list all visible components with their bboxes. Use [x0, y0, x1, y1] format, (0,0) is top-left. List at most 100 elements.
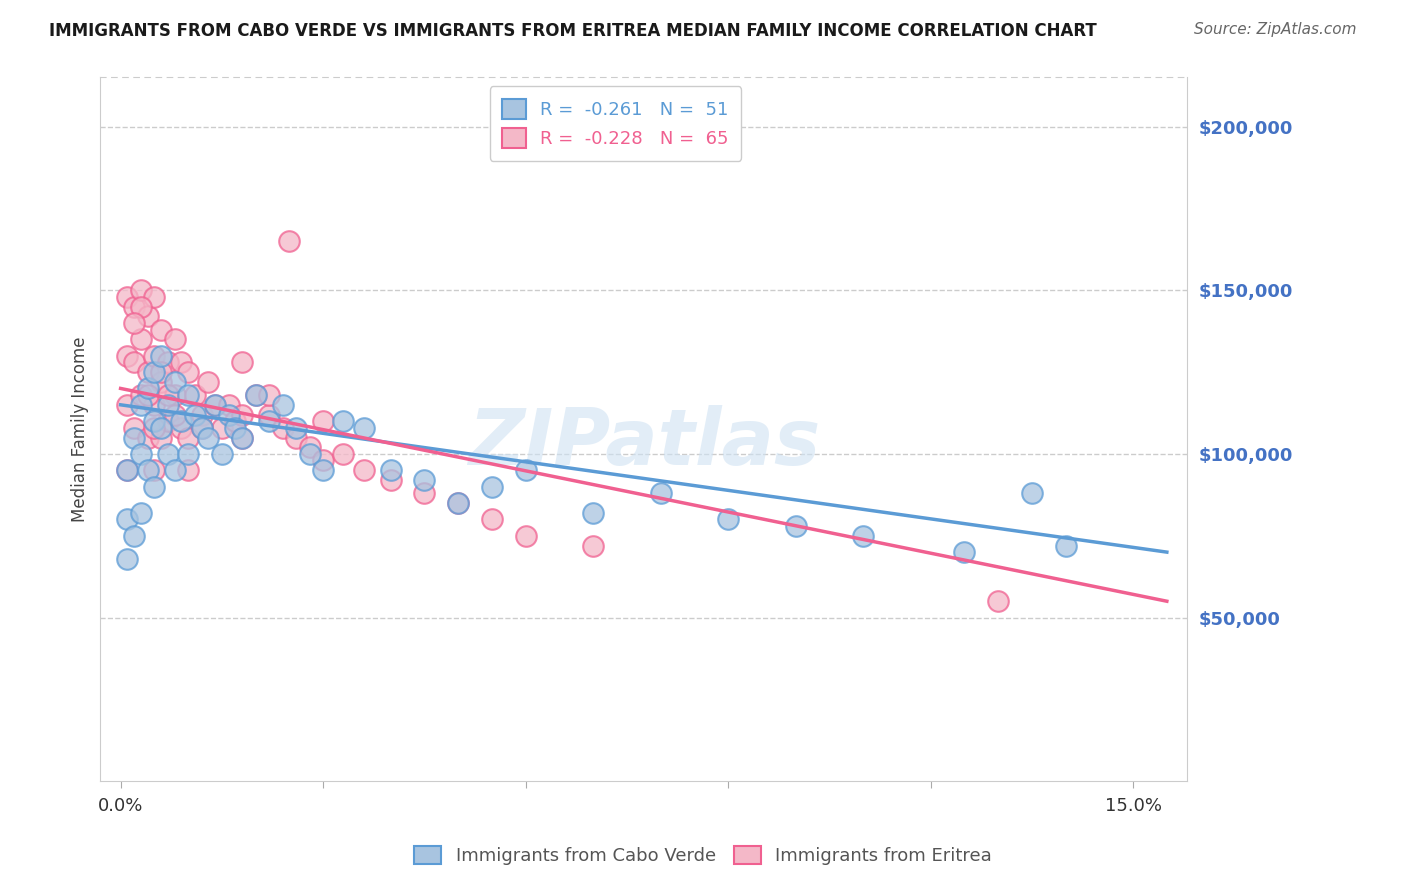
- Point: [413, 473, 436, 487]
- Point: [257, 414, 280, 428]
- Point: [150, 322, 173, 336]
- Point: [177, 431, 200, 445]
- Point: [231, 431, 253, 445]
- Point: [177, 365, 200, 379]
- Point: [717, 512, 740, 526]
- Point: [163, 332, 186, 346]
- Point: [285, 431, 308, 445]
- Point: [122, 431, 145, 445]
- Point: [987, 594, 1010, 608]
- Point: [184, 408, 207, 422]
- Point: [136, 365, 159, 379]
- Point: [129, 506, 152, 520]
- Point: [218, 398, 240, 412]
- Legend: Immigrants from Cabo Verde, Immigrants from Eritrea: Immigrants from Cabo Verde, Immigrants f…: [406, 838, 1000, 872]
- Point: [190, 421, 212, 435]
- Point: [129, 447, 152, 461]
- Point: [204, 398, 226, 412]
- Point: [129, 388, 152, 402]
- Point: [481, 480, 503, 494]
- Point: [785, 519, 807, 533]
- Point: [122, 300, 145, 314]
- Point: [413, 486, 436, 500]
- Point: [257, 408, 280, 422]
- Point: [278, 234, 301, 248]
- Legend: R =  -0.261   N =  51, R =  -0.228   N =  65: R = -0.261 N = 51, R = -0.228 N = 65: [489, 87, 741, 161]
- Point: [245, 388, 267, 402]
- Point: [177, 447, 200, 461]
- Point: [143, 414, 166, 428]
- Point: [156, 388, 179, 402]
- Point: [1021, 486, 1043, 500]
- Point: [197, 375, 219, 389]
- Point: [122, 316, 145, 330]
- Point: [143, 480, 166, 494]
- Point: [271, 398, 294, 412]
- Point: [650, 486, 672, 500]
- Point: [150, 431, 173, 445]
- Point: [156, 447, 179, 461]
- Point: [312, 453, 335, 467]
- Point: [481, 512, 503, 526]
- Point: [177, 463, 200, 477]
- Point: [150, 365, 173, 379]
- Point: [170, 414, 193, 428]
- Point: [197, 431, 219, 445]
- Text: IMMIGRANTS FROM CABO VERDE VS IMMIGRANTS FROM ERITREA MEDIAN FAMILY INCOME CORRE: IMMIGRANTS FROM CABO VERDE VS IMMIGRANTS…: [49, 22, 1097, 40]
- Point: [143, 421, 166, 435]
- Point: [156, 355, 179, 369]
- Point: [582, 506, 605, 520]
- Point: [231, 408, 253, 422]
- Text: ZIPatlas: ZIPatlas: [468, 406, 820, 482]
- Point: [271, 421, 294, 435]
- Point: [129, 398, 152, 412]
- Point: [380, 473, 402, 487]
- Point: [117, 463, 139, 477]
- Point: [150, 375, 173, 389]
- Point: [447, 496, 470, 510]
- Point: [170, 355, 193, 369]
- Point: [122, 355, 145, 369]
- Point: [143, 463, 166, 477]
- Point: [136, 463, 159, 477]
- Point: [129, 300, 152, 314]
- Point: [285, 421, 308, 435]
- Point: [447, 496, 470, 510]
- Point: [136, 388, 159, 402]
- Point: [204, 398, 226, 412]
- Point: [184, 388, 207, 402]
- Point: [177, 388, 200, 402]
- Y-axis label: Median Family Income: Median Family Income: [72, 336, 89, 522]
- Point: [150, 421, 173, 435]
- Point: [211, 421, 233, 435]
- Point: [129, 332, 152, 346]
- Point: [136, 381, 159, 395]
- Point: [953, 545, 976, 559]
- Point: [143, 290, 166, 304]
- Point: [211, 447, 233, 461]
- Point: [298, 441, 321, 455]
- Point: [150, 349, 173, 363]
- Point: [163, 375, 186, 389]
- Point: [156, 414, 179, 428]
- Point: [245, 388, 267, 402]
- Point: [190, 421, 212, 435]
- Point: [224, 421, 246, 435]
- Point: [117, 512, 139, 526]
- Point: [117, 463, 139, 477]
- Point: [231, 431, 253, 445]
- Point: [218, 408, 240, 422]
- Point: [257, 388, 280, 402]
- Point: [353, 421, 375, 435]
- Point: [117, 290, 139, 304]
- Point: [122, 421, 145, 435]
- Point: [122, 529, 145, 543]
- Point: [163, 408, 186, 422]
- Point: [353, 463, 375, 477]
- Point: [117, 551, 139, 566]
- Text: Source: ZipAtlas.com: Source: ZipAtlas.com: [1194, 22, 1357, 37]
- Point: [380, 463, 402, 477]
- Point: [231, 355, 253, 369]
- Point: [143, 365, 166, 379]
- Point: [136, 310, 159, 324]
